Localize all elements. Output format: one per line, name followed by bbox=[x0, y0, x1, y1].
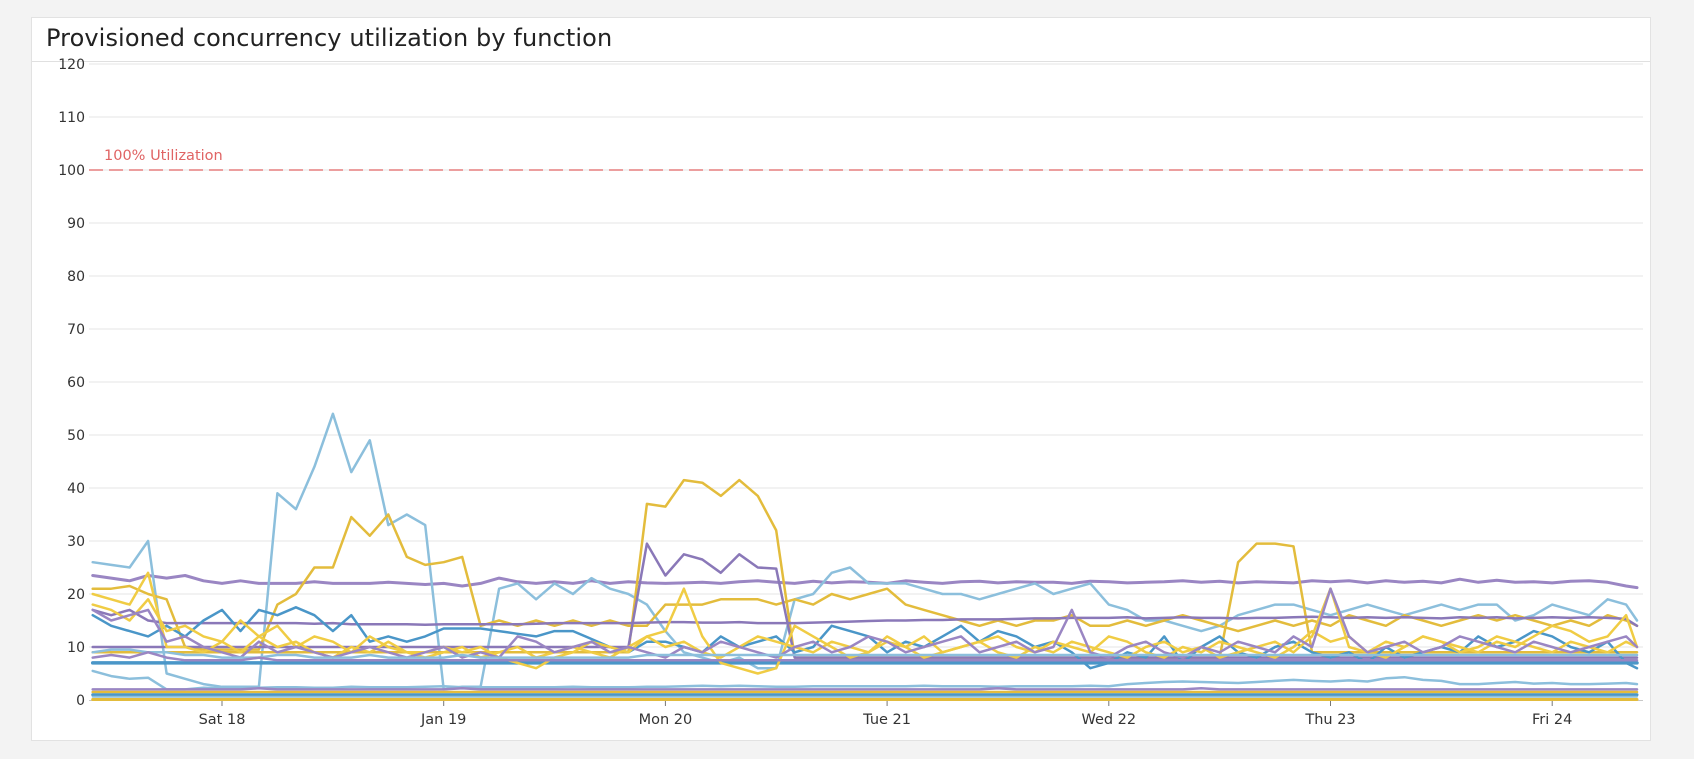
y-tick-label: 110 bbox=[58, 110, 85, 126]
y-tick-label: 30 bbox=[67, 534, 85, 550]
series-line-fn-purple-base[interactable] bbox=[91, 687, 1639, 691]
series-line-fn-gold-spike-sat[interactable] bbox=[91, 513, 1639, 651]
panel-title: Provisioned concurrency utilization by f… bbox=[46, 24, 613, 52]
series-line-fn-lightblue-low[interactable] bbox=[91, 669, 1639, 691]
y-tick-label: 60 bbox=[67, 375, 85, 391]
series-lines[interactable] bbox=[90, 412, 1639, 701]
reference-lines: 100% Utilization bbox=[89, 148, 1643, 171]
y-tick-label: 90 bbox=[67, 216, 85, 232]
x-tick-label: Sat 18 bbox=[199, 712, 246, 728]
y-tick-label: 100 bbox=[58, 163, 85, 179]
x-tick-label: Mon 20 bbox=[639, 712, 693, 728]
panel-header: Provisioned concurrency utilization by f… bbox=[32, 18, 1650, 62]
x-tick-label: Wed 22 bbox=[1081, 712, 1136, 728]
series-line-fn-purple-b[interactable] bbox=[91, 587, 1639, 659]
series-line-fn-gold-spike-jan19[interactable] bbox=[91, 478, 1639, 659]
y-tick-label: 70 bbox=[67, 322, 85, 338]
y-axis-ticks: 0 10 20 30 40 50 60 70 80 90 100 110 120 bbox=[58, 57, 85, 709]
x-tick-label: Jan 19 bbox=[420, 712, 466, 728]
y-tick-label: 10 bbox=[67, 640, 85, 656]
y-tick-label: 50 bbox=[67, 428, 85, 444]
y-tick-label: 0 bbox=[76, 693, 85, 709]
x-tick-label: Fri 24 bbox=[1532, 712, 1572, 728]
chart-panel: Provisioned concurrency utilization by f… bbox=[31, 17, 1651, 741]
y-tick-label: 40 bbox=[67, 481, 85, 497]
y-tick-label: 120 bbox=[58, 57, 85, 73]
series-line-fn-yellow-b[interactable] bbox=[91, 587, 1639, 659]
y-grid bbox=[89, 63, 1643, 648]
series-line-fn-lightblue-b[interactable] bbox=[91, 648, 1639, 659]
x-tick-label: Thu 23 bbox=[1304, 712, 1355, 728]
series-line-fn-purple-mid[interactable] bbox=[91, 608, 1639, 628]
y-tick-label: 80 bbox=[67, 269, 85, 285]
x-tick-label: Tue 21 bbox=[862, 712, 911, 728]
x-axis: Sat 18 Jan 19 Mon 20 Tue 21 Wed 22 Thu 23 Fri … bbox=[89, 700, 1643, 728]
series-line-fn-purple-c[interactable] bbox=[91, 651, 1639, 662]
series-line-fn-lightblue-spike-sat[interactable] bbox=[91, 412, 1639, 691]
reference-line-label: 100% Utilization bbox=[104, 148, 223, 164]
y-tick-label: 20 bbox=[67, 587, 85, 603]
